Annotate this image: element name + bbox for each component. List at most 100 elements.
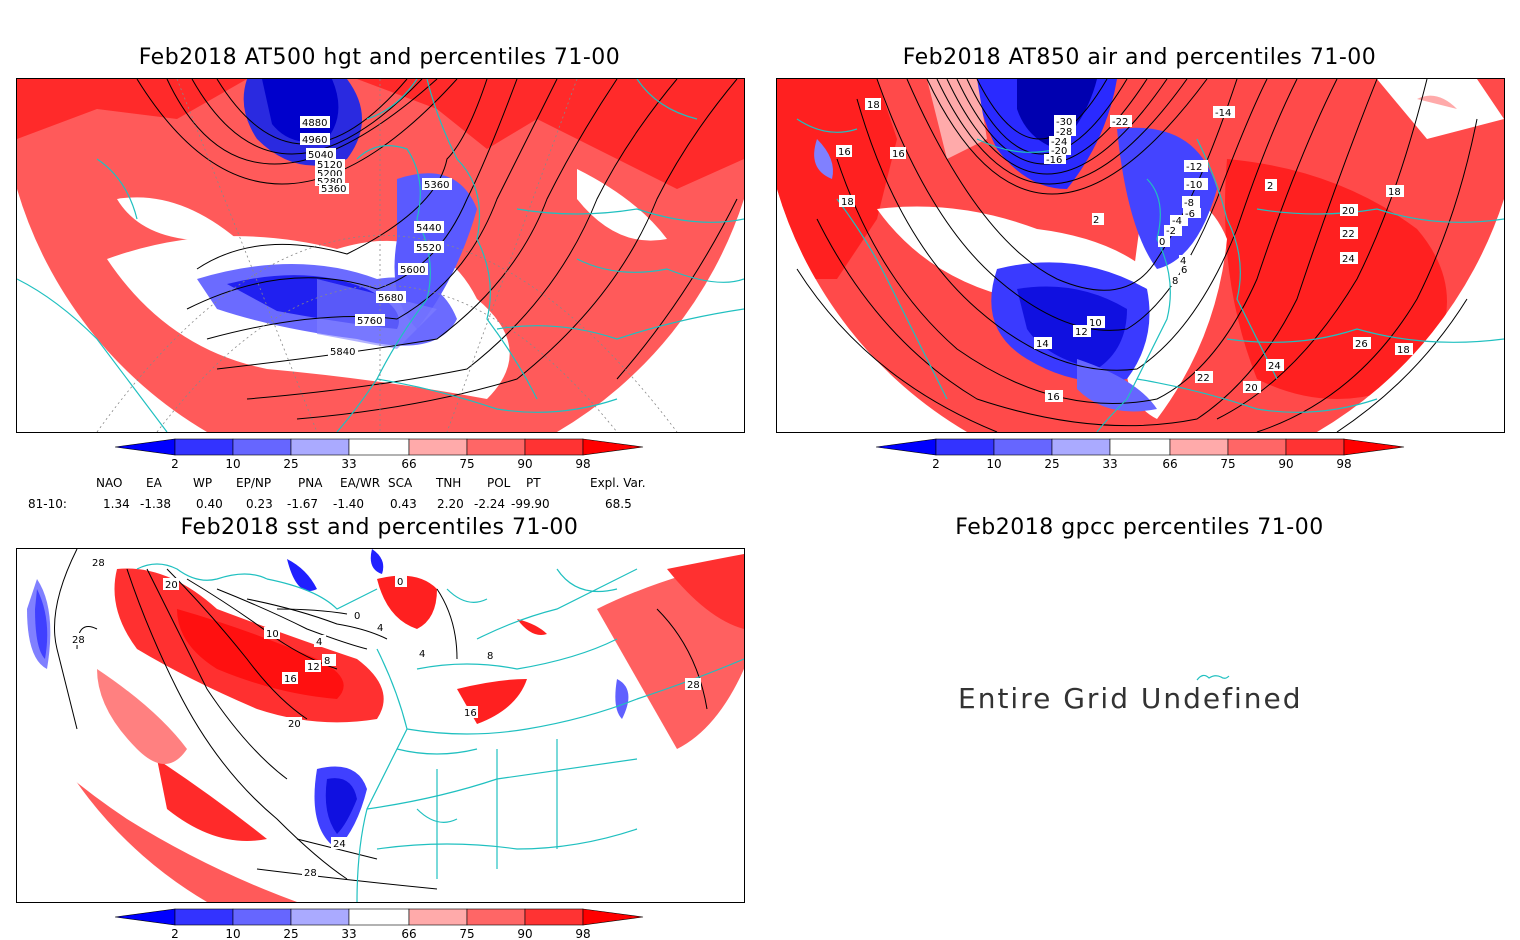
- svg-text:-12: -12: [1186, 162, 1202, 173]
- index-header: EA: [146, 476, 162, 490]
- contour-label: 16: [462, 706, 478, 719]
- svg-text:0: 0: [354, 611, 360, 622]
- contour-label: 6: [1180, 264, 1192, 276]
- panel-title-gpcc: Feb2018 gpcc percentiles 71-00: [955, 515, 1324, 540]
- contour-label: 4: [314, 635, 326, 648]
- map-sst: 28 20 28 16 12 8 4 4 0 0 4 8 16 20 24 28…: [16, 548, 745, 903]
- svg-text:20: 20: [165, 580, 178, 591]
- contour-label: 28: [685, 678, 701, 691]
- contour-label: 4960: [300, 133, 330, 146]
- index-header: PNA: [298, 476, 323, 490]
- contour-label: 5600: [398, 263, 428, 276]
- contour-label: 8: [485, 649, 497, 662]
- index-header: WP: [193, 476, 213, 490]
- contour-label: -4: [1170, 215, 1188, 227]
- contour-label: 5440: [414, 221, 444, 234]
- colorbar-sst: 2 10 25 33 66 75 90 98: [115, 908, 644, 940]
- contour-label: 2: [1092, 213, 1104, 226]
- contour-label: 5760: [355, 314, 385, 327]
- contour-label: -10: [1184, 178, 1208, 191]
- svg-text:-6: -6: [1185, 209, 1195, 220]
- index-value: 68.5: [605, 497, 632, 511]
- contour-label: 14: [1034, 337, 1052, 350]
- svg-text:5360: 5360: [424, 180, 449, 191]
- contour-label: 12: [1073, 325, 1091, 338]
- contour-label: 20: [163, 578, 179, 591]
- svg-text:10: 10: [266, 629, 279, 640]
- svg-text:5600: 5600: [400, 265, 425, 276]
- contour-label: 5520: [414, 241, 444, 254]
- panel-title-sst: Feb2018 sst and percentiles 71-00: [180, 515, 579, 540]
- index-value: 0.40: [196, 497, 223, 511]
- contour-label: -8: [1182, 196, 1200, 209]
- contour-label: 4880: [300, 116, 330, 129]
- contour-label: -14: [1213, 106, 1235, 119]
- svg-text:4: 4: [419, 649, 425, 660]
- panel-title-hgt: Feb2018 AT500 hgt and percentiles 71-00: [138, 45, 621, 70]
- svg-text:18: 18: [867, 100, 880, 111]
- svg-text:28: 28: [92, 558, 105, 569]
- index-value: 0.43: [390, 497, 417, 511]
- colorbar-label: 66: [401, 927, 416, 940]
- svg-text:8: 8: [1172, 276, 1178, 287]
- index-value: -1.67: [287, 497, 319, 511]
- contour-label: 28: [90, 556, 106, 569]
- index-value: 0.23: [246, 497, 273, 511]
- svg-text:0: 0: [1159, 237, 1165, 248]
- contour-label: 12: [305, 660, 321, 673]
- svg-text:16: 16: [464, 708, 477, 719]
- svg-text:0: 0: [397, 577, 403, 588]
- index-header: TNH: [436, 476, 462, 490]
- index-header: NAO: [96, 476, 123, 490]
- contour-label: 5680: [376, 291, 406, 304]
- colorbar-label: 90: [517, 927, 532, 940]
- svg-text:22: 22: [1197, 373, 1210, 384]
- svg-text:20: 20: [1342, 206, 1355, 217]
- index-value: -2.24: [474, 497, 506, 511]
- colorbar-label: 10: [986, 457, 1001, 470]
- contour-label: -2: [1164, 225, 1182, 237]
- contour-label: 18: [865, 98, 881, 111]
- colorbar-label: 33: [341, 927, 356, 940]
- contour-label: 24: [1266, 359, 1284, 372]
- svg-text:4: 4: [1180, 256, 1186, 267]
- index-value: -99.90: [511, 497, 550, 511]
- svg-text:4: 4: [377, 623, 383, 634]
- contour-label: 5200: [315, 168, 345, 180]
- colorbar-label: 2: [171, 927, 179, 940]
- index-row-label: 81-10:: [28, 497, 67, 511]
- contour-label: 0: [1158, 236, 1170, 248]
- contour-label: 5840: [328, 345, 358, 358]
- colorbar-label: 98: [575, 927, 590, 940]
- contour-label: -12: [1184, 160, 1208, 173]
- svg-text:5680: 5680: [378, 293, 403, 304]
- colorbar-label: 66: [1162, 457, 1177, 470]
- svg-text:24: 24: [1342, 254, 1355, 265]
- index-value: 1.34: [103, 497, 130, 511]
- svg-text:-2: -2: [1166, 226, 1176, 237]
- svg-text:12: 12: [307, 662, 320, 673]
- contour-label: 4: [1179, 255, 1191, 267]
- colorbar-label: 2: [171, 457, 179, 470]
- svg-text:5040: 5040: [308, 150, 333, 161]
- svg-text:26: 26: [1355, 339, 1368, 350]
- contour-label: 24: [331, 837, 347, 850]
- colorbar-label: 75: [1220, 457, 1235, 470]
- svg-text:24: 24: [333, 839, 346, 850]
- colorbar-label: 25: [1044, 457, 1059, 470]
- colorbar-label: 33: [341, 457, 356, 470]
- svg-text:4960: 4960: [302, 135, 327, 146]
- contour-label: 5360: [422, 178, 452, 191]
- contour-label: 20: [1340, 204, 1358, 217]
- contour-label: 10: [1087, 316, 1105, 329]
- index-header: Expl. Var.: [590, 476, 646, 490]
- contour-label: -16: [1044, 154, 1066, 166]
- contour-label: 18: [839, 195, 855, 208]
- svg-text:-28: -28: [1056, 127, 1072, 138]
- svg-text:-8: -8: [1184, 198, 1194, 209]
- contour-label: 16: [836, 145, 852, 158]
- contour-label: 20: [286, 717, 302, 730]
- svg-text:8: 8: [487, 651, 493, 662]
- svg-text:8: 8: [324, 656, 330, 667]
- contour-label: -6: [1183, 208, 1201, 220]
